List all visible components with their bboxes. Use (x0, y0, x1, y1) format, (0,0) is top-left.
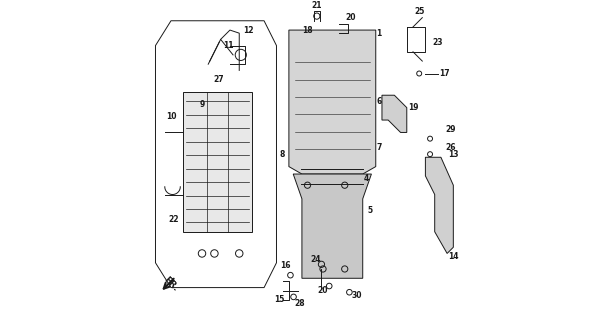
Text: 26: 26 (445, 143, 456, 152)
Text: 16: 16 (280, 261, 291, 270)
Text: 12: 12 (244, 26, 254, 35)
Text: 4: 4 (364, 174, 369, 183)
Text: 27: 27 (214, 75, 224, 84)
Polygon shape (293, 174, 371, 278)
Text: 1: 1 (376, 29, 381, 38)
Text: 8: 8 (280, 150, 285, 159)
Text: 7: 7 (376, 143, 381, 152)
Text: 14: 14 (448, 252, 459, 261)
Text: 5: 5 (367, 205, 372, 214)
Text: 20: 20 (318, 286, 328, 295)
Text: 29: 29 (445, 125, 456, 134)
Text: 11: 11 (223, 41, 234, 50)
Text: 28: 28 (295, 299, 305, 308)
Text: 25: 25 (414, 7, 424, 16)
Text: 21: 21 (312, 1, 322, 10)
Text: 18: 18 (302, 26, 313, 35)
Polygon shape (426, 157, 453, 253)
Text: 24: 24 (310, 255, 320, 264)
Text: 9: 9 (199, 100, 205, 109)
Text: 10: 10 (165, 112, 177, 122)
Text: 23: 23 (432, 38, 443, 47)
Text: 30: 30 (352, 291, 362, 300)
FancyBboxPatch shape (183, 92, 252, 232)
Text: 15: 15 (274, 295, 285, 305)
Text: 19: 19 (408, 103, 418, 112)
Polygon shape (289, 30, 376, 174)
Text: 13: 13 (448, 150, 459, 159)
Text: 6: 6 (376, 97, 381, 106)
Polygon shape (382, 95, 407, 132)
Text: FR.: FR. (161, 275, 180, 293)
Text: 20: 20 (346, 13, 356, 22)
Text: 22: 22 (169, 215, 180, 224)
Text: 17: 17 (438, 69, 450, 78)
